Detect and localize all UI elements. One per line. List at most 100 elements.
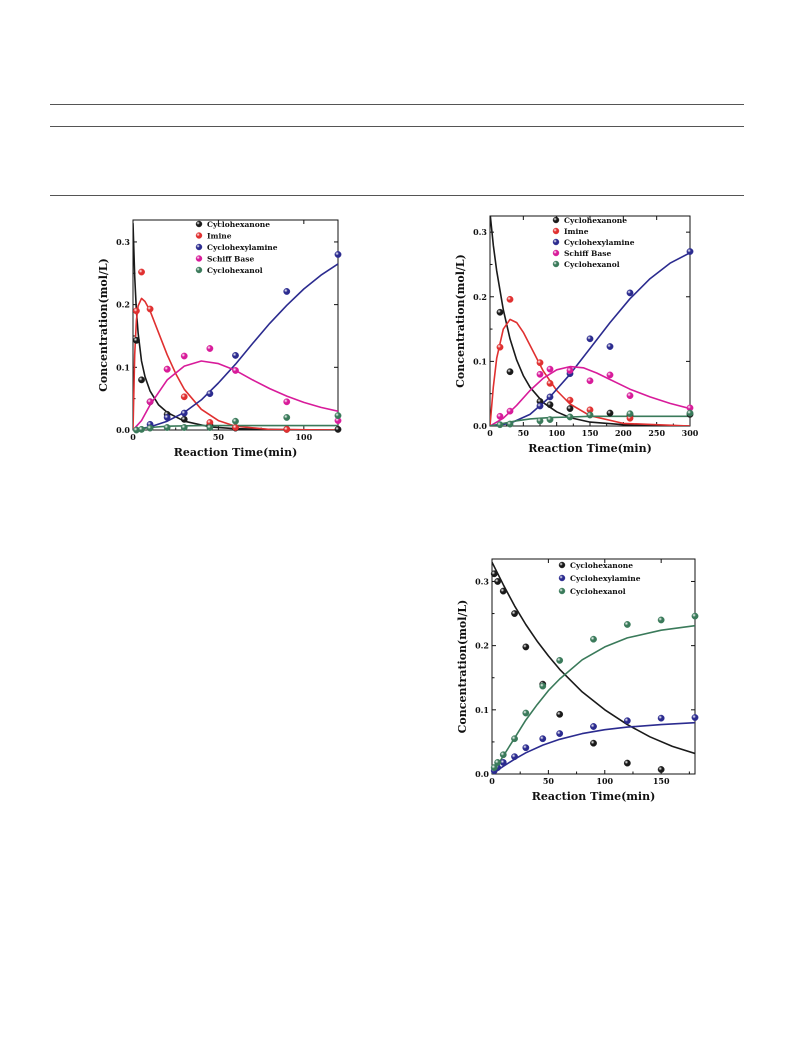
data-point-imine [146,305,154,313]
y-tick-label: 0.0 [475,769,489,779]
data-point-cyclohexylamine [283,288,291,295]
x-tick-label: 150 [582,428,599,438]
data-point-cyclohexanol [539,682,547,690]
x-tick-label: 100 [596,776,613,786]
chart-concentration-vs-time-3: 0.0 0.1 0.2 0.3 0 50 100 150 Reaction Time(min) C… [456,558,699,803]
data-point-schiff-base [566,367,574,374]
data-point-imine [496,343,504,351]
data-point-cyclohexanone [133,336,140,344]
legend-label: Cyclohexanone [207,220,270,229]
y-tick-label: 0.2 [473,292,487,302]
y-axis-title: Concentration(mol/L) [456,600,469,734]
x-axis-title: Reaction Time(min) [532,790,656,803]
data-point-cyclohexylamine [657,714,665,722]
x-axis-title: Reaction Time(min) [174,446,298,459]
data-point-cyclohexanol [180,424,188,431]
data-point-cyclohexanol [283,414,291,421]
data-point-cyclohexanol [566,413,574,421]
legend-marker [195,255,203,262]
legend-marker [552,260,560,268]
x-tick-label: 100 [295,432,312,442]
data-point-cyclohexylamine [686,248,694,255]
legend-marker [558,587,566,595]
data-point-cyclohexylamine [590,723,597,730]
x-tick-label: 50 [518,428,530,438]
legend-marker [552,227,560,235]
fit-curve-cyclohexylamine [490,252,690,426]
data-point-cyclohexanone [490,570,498,578]
data-point-cyclohexylamine [163,414,171,421]
data-point-cyclohexanol [511,735,518,743]
legend-label: Schiff Base [207,255,254,264]
data-point-cyclohexanol [499,751,507,759]
fit-curve-schiff-base [490,365,690,426]
data-point-imine [283,425,291,433]
data-point-imine [506,295,514,303]
data-point-cyclohexanol [686,409,694,417]
data-point-cyclohexylamine [623,717,631,725]
chart-concentration-vs-time-1: 0.0 0.1 0.2 0.3 0 50 100 Reaction Time(min) Conc… [97,219,342,459]
x-tick-label: 50 [213,432,225,442]
x-tick-label: 0 [130,432,136,442]
data-point-cyclohexylamine [606,343,614,350]
data-point-cyclohexylamine [206,390,214,398]
data-point-cyclohexanol [586,411,594,419]
legend-label: Cyclohexanol [570,587,626,596]
data-point-schiff-base [506,407,514,415]
plot-frame [491,558,696,775]
legend-label: Imine [564,227,589,236]
legend-label: Cyclohexanol [207,266,263,275]
data-point-cyclohexanone [590,739,597,747]
data-point-cyclohexanone [506,368,514,376]
y-tick-label: 0.3 [116,237,130,247]
legend-marker [552,249,560,257]
data-point-schiff-base [626,392,634,400]
data-point-cyclohexanol [334,412,342,419]
fit-curve-cyclohexanone [490,216,690,426]
data-point-imine [546,379,554,387]
data-point-cyclohexanone [556,710,564,718]
data-point-cyclohexylamine [180,409,188,417]
table-header-rule [50,126,744,127]
legend-label: Cyclohexylamine [570,574,641,583]
legend-label: Cyclohexanone [570,561,633,570]
legend-marker [558,561,566,569]
table-bottom-rule [50,195,744,196]
x-tick-label: 0 [489,776,495,786]
legend-label: Cyclohexanone [564,216,627,225]
y-tick-label: 0.0 [116,425,130,435]
data-point-schiff-base [180,352,188,360]
data-point-schiff-base [546,365,554,373]
legend-label: Cyclohexanol [564,260,620,269]
data-point-schiff-base [586,377,594,385]
data-point-cyclohexanol [146,424,154,432]
data-point-cyclohexylamine [511,753,518,761]
x-tick-label: 200 [615,428,632,438]
data-point-cyclohexylamine [626,289,634,297]
data-point-cyclohexanol [490,764,498,771]
plot-frame [489,215,691,427]
data-point-cyclohexanone [546,401,554,409]
fit-curve-cyclohexylamine [492,721,695,774]
legend-marker [195,266,203,274]
data-point-cyclohexanone [566,405,574,412]
data-point-cyclohexanol [626,410,634,418]
legend-marker [552,216,560,224]
data-point-imine [180,393,188,401]
y-tick-label: 0.1 [475,705,489,715]
data-point-schiff-base [496,412,504,420]
data-point-schiff-base [283,398,291,406]
data-point-cyclohexanone [494,578,502,585]
data-point-cyclohexanol [590,635,597,643]
x-tick-label: 150 [653,776,670,786]
y-tick-label: 0.2 [475,641,489,651]
data-point-cyclohexylamine [691,714,699,721]
legend-marker [558,574,566,582]
data-point-imine [133,307,140,315]
y-tick-label: 0.2 [116,300,130,310]
data-point-imine [536,359,544,367]
data-point-cyclohexanol [206,424,214,431]
data-point-cyclohexanol [506,420,514,428]
y-axis-title: Concentration(mol/L) [454,254,467,388]
data-point-cyclohexanone [623,759,631,767]
